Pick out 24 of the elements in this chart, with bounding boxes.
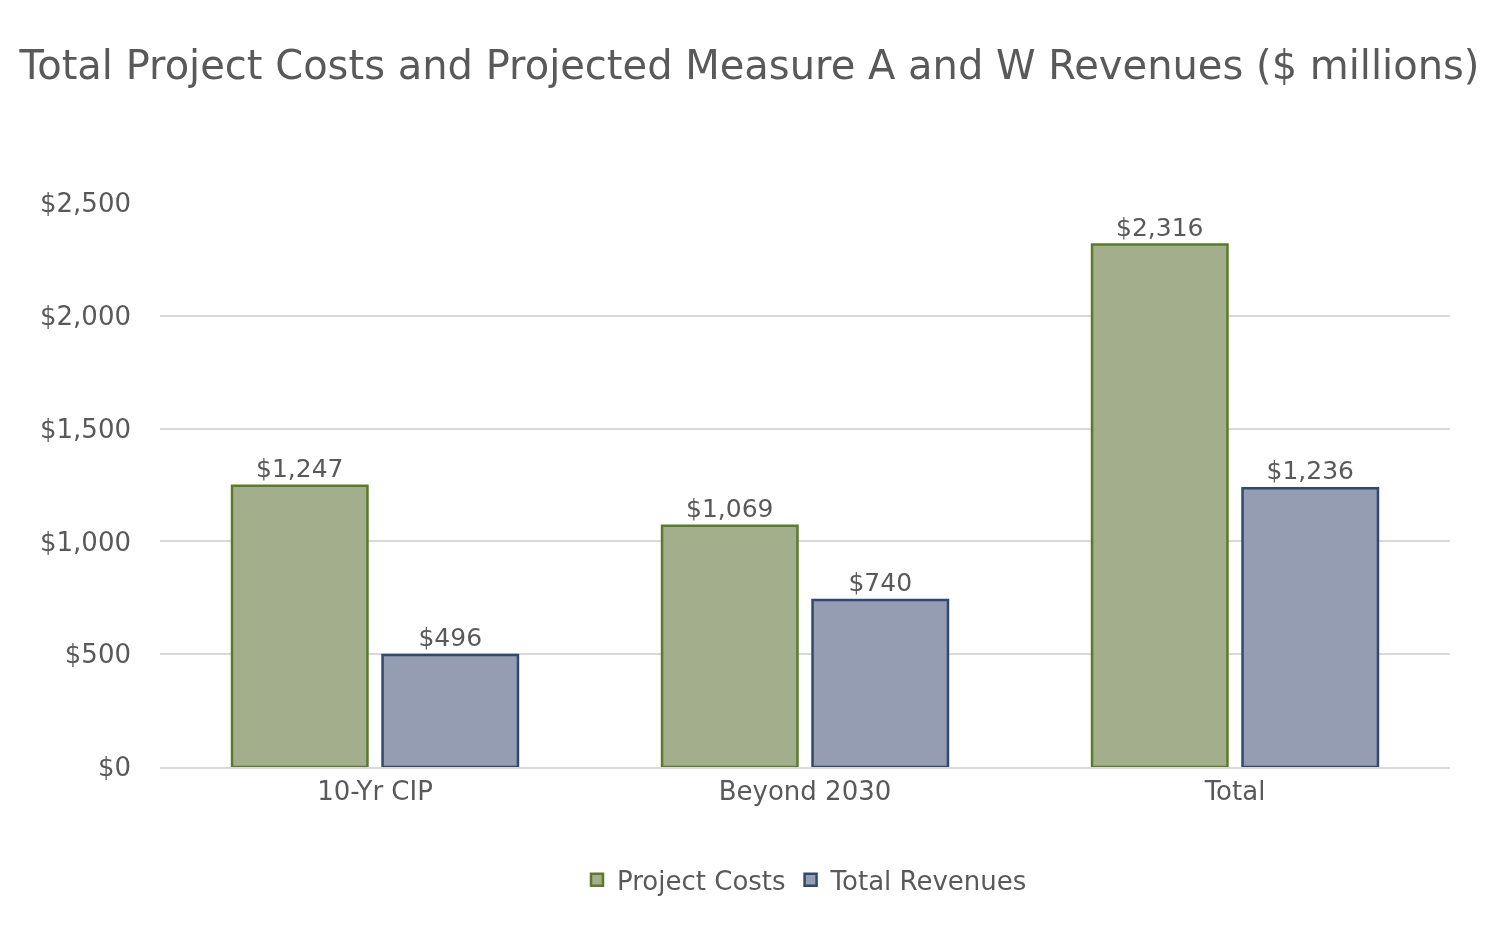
bar <box>381 653 520 767</box>
data-label: $496 <box>418 623 483 653</box>
y-tick-label: $1,500 <box>40 413 131 444</box>
bar <box>230 484 369 767</box>
bar <box>1090 243 1229 767</box>
data-label: $1,247 <box>256 453 344 483</box>
bar <box>660 524 799 767</box>
data-label: $1,069 <box>686 493 774 523</box>
legend-label: Total Revenues <box>829 865 1027 896</box>
data-label: $1,236 <box>1266 456 1354 486</box>
y-tick-label: $2,500 <box>40 188 131 219</box>
y-tick-label: $0 <box>97 752 131 783</box>
x-tick-label: 10-Yr CIP <box>317 776 433 807</box>
y-tick-label: $2,000 <box>40 300 131 331</box>
data-label: $740 <box>848 568 913 598</box>
data-label: $2,316 <box>1116 212 1204 242</box>
x-tick-label: Total <box>1203 776 1266 807</box>
x-tick-label: Beyond 2030 <box>718 776 892 807</box>
y-tick-label: $500 <box>64 639 131 670</box>
bar <box>811 598 950 767</box>
bar <box>1241 486 1380 767</box>
legend-label: Project Costs <box>617 865 786 896</box>
y-tick-label: $1,000 <box>40 526 131 557</box>
chart-title: Total Project Costs and Projected Measure A and W Revenues ($ millions) <box>18 42 1480 89</box>
